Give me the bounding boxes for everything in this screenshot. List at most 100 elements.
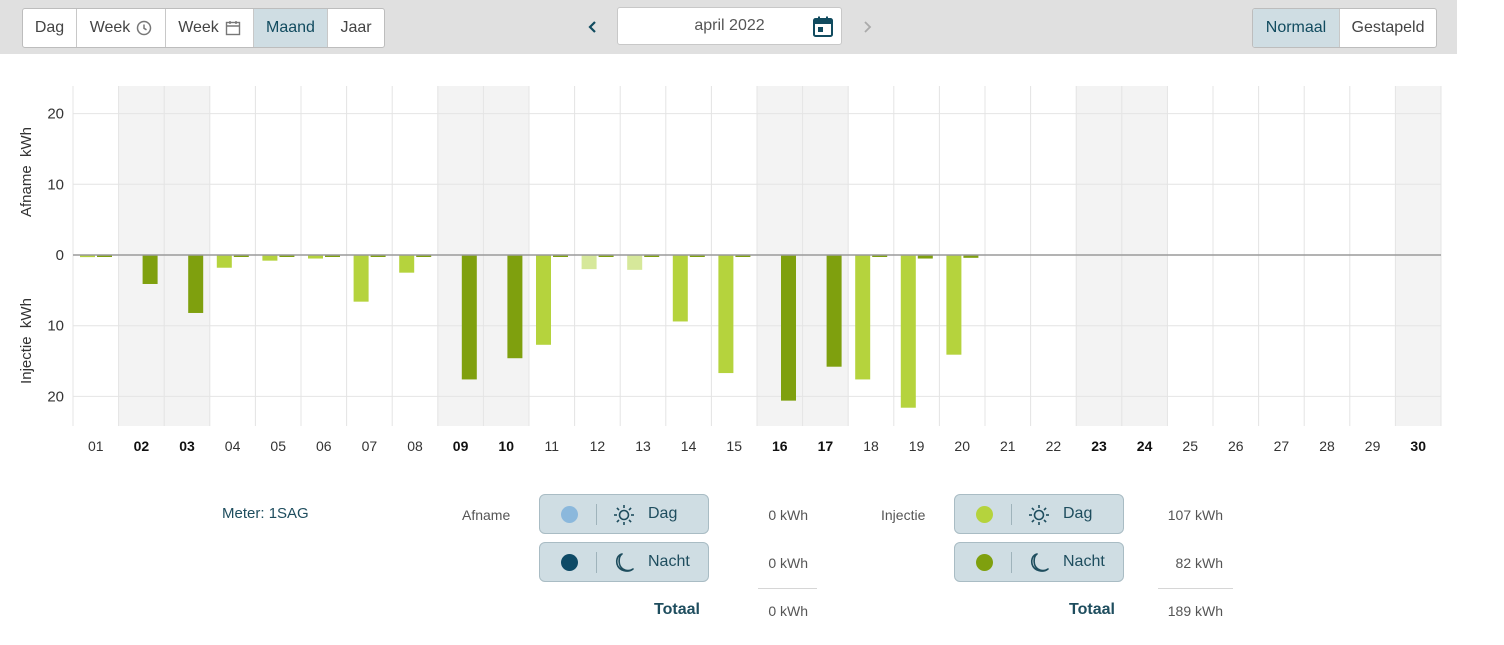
sun-icon <box>614 505 634 525</box>
calendar-picker-icon[interactable] <box>813 16 833 37</box>
date-picker[interactable]: april 2022 <box>617 7 842 45</box>
bar-night-01[interactable] <box>97 255 112 257</box>
moon-icon <box>1030 553 1049 572</box>
offtake-total-divider <box>758 588 817 589</box>
separator <box>596 552 597 573</box>
mode-normal-label: Normaal <box>1265 19 1327 36</box>
separator <box>1011 552 1012 573</box>
meter-info: Meter: 1SAG <box>222 505 309 522</box>
x-tick-label: 18 <box>863 438 879 454</box>
injection-label: Injectie <box>881 507 926 523</box>
moon-icon <box>615 553 634 572</box>
bar-day-14[interactable] <box>672 255 688 322</box>
bar-night-08[interactable] <box>416 255 432 257</box>
bar-night-19[interactable] <box>917 255 933 259</box>
bar-day-20[interactable] <box>946 255 962 355</box>
offtake-label: Afname <box>462 507 511 523</box>
period-year-label: Jaar <box>340 19 372 36</box>
period-week-label: Week <box>89 19 131 36</box>
x-tick-label: 21 <box>1000 438 1016 454</box>
offtake-night-toggle[interactable]: Nacht <box>539 542 709 582</box>
bar-day-04[interactable] <box>216 255 232 268</box>
x-tick-label: 01 <box>88 438 104 454</box>
y-tick-label: 0 <box>56 247 64 264</box>
x-tick-label: 09 <box>453 438 469 454</box>
bar-night-20[interactable] <box>963 255 979 258</box>
meter-value: 1SAG <box>268 505 309 522</box>
x-tick-label: 02 <box>134 438 150 454</box>
bar-night-06[interactable] <box>325 255 340 257</box>
bar-day-12[interactable] <box>581 255 597 270</box>
y-axis-label-offtake: Afname kWh <box>18 127 35 217</box>
bar-night-16[interactable] <box>781 255 796 401</box>
bar-night-10[interactable] <box>507 255 523 359</box>
bar-night-11[interactable] <box>553 255 568 257</box>
period-day-label: Dag <box>34 19 65 36</box>
x-tick-label: 24 <box>1137 438 1153 454</box>
period-month-label: Maand <box>266 19 315 36</box>
period-month-button[interactable]: Maand <box>254 9 328 47</box>
x-tick-label: 20 <box>954 438 970 454</box>
bar-night-09[interactable] <box>461 255 477 380</box>
bar-night-04[interactable] <box>233 255 249 257</box>
x-tick-label: 13 <box>635 438 651 454</box>
y-tick-label: 20 <box>47 106 64 123</box>
bar-night-18[interactable] <box>872 255 888 257</box>
bar-night-12[interactable] <box>598 255 614 257</box>
bar-day-01[interactable] <box>80 255 95 258</box>
bar-day-15[interactable] <box>718 255 734 374</box>
chevron-left-icon <box>588 21 596 33</box>
toolbar: Dag Week Week Maand Jaar <box>0 0 1457 54</box>
previous-period-button[interactable] <box>578 12 608 42</box>
injection-night-swatch <box>976 554 993 571</box>
period-week-calendar-button[interactable]: Week <box>166 9 254 47</box>
bar-day-19[interactable] <box>900 255 916 408</box>
bar-night-17[interactable] <box>826 255 842 367</box>
sun-icon <box>1029 505 1049 525</box>
offtake-night-label: Nacht <box>648 553 690 570</box>
bar-day-06[interactable] <box>308 255 323 259</box>
offtake-day-label: Dag <box>648 505 678 522</box>
injection-day-toggle[interactable]: Dag <box>954 494 1124 534</box>
injection-night-toggle[interactable]: Nacht <box>954 542 1124 582</box>
bar-night-03[interactable] <box>188 255 204 313</box>
period-week-label-2: Week <box>178 19 219 36</box>
bar-night-07[interactable] <box>370 255 386 257</box>
x-tick-label: 04 <box>225 438 241 454</box>
x-tick-label: 03 <box>179 438 195 454</box>
bar-day-05[interactable] <box>262 255 278 261</box>
offtake-night-swatch <box>561 554 578 571</box>
bar-night-05[interactable] <box>279 255 295 257</box>
separator <box>1011 504 1012 525</box>
bar-day-13[interactable] <box>627 255 643 270</box>
bar-night-14[interactable] <box>689 255 705 257</box>
x-tick-label: 19 <box>909 438 925 454</box>
period-day-button[interactable]: Dag <box>23 9 77 47</box>
bar-day-18[interactable] <box>855 255 871 380</box>
next-period-button[interactable] <box>852 12 882 42</box>
injection-day-value: 107 kWh <box>1167 507 1223 523</box>
bar-night-13[interactable] <box>644 255 660 257</box>
bar-day-08[interactable] <box>399 255 415 273</box>
offtake-total-label: Totaal <box>654 601 700 618</box>
x-tick-label: 25 <box>1182 438 1198 454</box>
x-tick-label: 16 <box>772 438 788 454</box>
bar-day-07[interactable] <box>353 255 369 302</box>
x-tick-label: 27 <box>1274 438 1290 454</box>
period-year-button[interactable]: Jaar <box>328 9 384 47</box>
mode-stacked-button[interactable]: Gestapeld <box>1340 9 1436 47</box>
x-tick-label: 07 <box>362 438 378 454</box>
weekend-band-30 <box>1395 86 1441 426</box>
mode-button-group: Normaal Gestapeld <box>1252 8 1437 48</box>
offtake-day-toggle[interactable]: Dag <box>539 494 709 534</box>
chevron-right-icon <box>864 21 872 33</box>
mode-normal-button[interactable]: Normaal <box>1253 9 1340 47</box>
injection-total-value: 189 kWh <box>1167 603 1223 619</box>
period-week-clock-button[interactable]: Week <box>77 9 166 47</box>
injection-total-label: Totaal <box>1069 601 1115 618</box>
bar-night-02[interactable] <box>142 255 158 284</box>
bar-night-15[interactable] <box>735 255 751 257</box>
y-tick-label: 20 <box>47 388 64 405</box>
y-tick-label: 10 <box>47 176 64 193</box>
bar-day-11[interactable] <box>536 255 551 345</box>
